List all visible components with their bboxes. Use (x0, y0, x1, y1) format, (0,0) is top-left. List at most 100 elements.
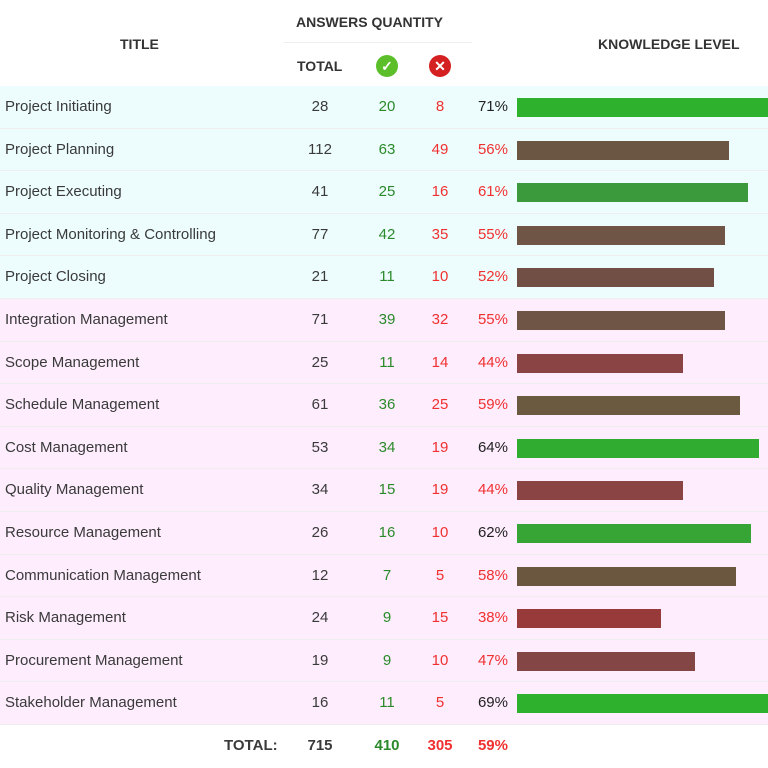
table-row: Risk Management 24 9 15 38% (0, 597, 768, 640)
row-wrong: 5 (435, 694, 445, 712)
row-total: 34 (311, 481, 329, 499)
row-total: 71 (311, 311, 329, 328)
answers-quantity-header: ANSWERS QUANTITY (296, 14, 443, 30)
row-total: 77 (311, 225, 329, 243)
cross-icon: ✕ (429, 55, 451, 77)
row-wrong: 16 (431, 183, 449, 201)
knowledge-bar (517, 396, 741, 416)
row-title: Risk Management (5, 609, 126, 627)
knowledge-bar (517, 609, 661, 629)
knowledge-bar (517, 694, 768, 714)
row-title: Project Executing (5, 183, 122, 201)
row-title: Project Closing (5, 268, 106, 286)
row-wrong: 10 (431, 651, 449, 669)
row-total: 25 (311, 353, 329, 371)
row-total: 24 (311, 609, 329, 627)
row-title: Procurement Management (5, 651, 183, 669)
row-wrong: 25 (431, 396, 449, 414)
table-row: Procurement Management 19 9 10 47% (0, 639, 768, 683)
row-correct: 9 (382, 609, 392, 627)
row-wrong: 10 (431, 524, 449, 541)
row-title: Integration Management (5, 311, 168, 328)
table-row: Schedule Management 61 36 25 59% (0, 384, 768, 427)
row-total: 16 (311, 694, 329, 712)
row-wrong: 49 (431, 140, 449, 158)
row-total: 61 (311, 396, 329, 414)
row-title: Resource Management (5, 524, 161, 541)
table-row: Communication Management 12 7 5 58% (0, 554, 768, 598)
row-percent: 44% (477, 481, 508, 499)
row-title: Project Monitoring & Controlling (5, 225, 216, 243)
row-percent: 58% (477, 566, 508, 584)
total-label: TOTAL: (224, 737, 278, 754)
table-row: Project Closing 21 11 10 52% (0, 256, 768, 299)
knowledge-bar (517, 98, 768, 117)
row-wrong: 8 (435, 98, 445, 115)
table-row: Project Executing 41 25 16 61% (0, 171, 768, 214)
row-title: Scope Management (5, 353, 140, 371)
row-wrong: 19 (431, 438, 449, 456)
row-percent: 62% (477, 524, 508, 541)
row-total: 12 (311, 566, 329, 584)
row-correct: 11 (379, 694, 395, 712)
row-percent: 64% (477, 438, 508, 456)
row-correct: 25 (378, 183, 396, 201)
table-row: Resource Management 26 16 10 62% (0, 512, 768, 555)
row-total: 21 (311, 268, 329, 286)
row-correct: 7 (382, 566, 392, 584)
table-row: Project Monitoring & Controlling 77 42 3… (0, 213, 768, 257)
knowledge-bar (517, 651, 695, 671)
row-correct: 15 (378, 481, 396, 499)
table-row: Cost Management 53 34 19 64% (0, 426, 768, 470)
knowledge-bar (517, 353, 684, 373)
row-percent: 44% (477, 353, 508, 371)
row-title: Project Planning (5, 140, 115, 158)
row-correct: 36 (378, 396, 396, 414)
wrong-sum: 305 (427, 737, 453, 754)
table-row: Scope Management 25 11 14 44% (0, 341, 768, 385)
knowledge-bar (517, 311, 725, 330)
table-row: Stakeholder Management 16 11 5 69% (0, 682, 768, 725)
row-title: Quality Management (5, 481, 144, 499)
row-correct: 63 (378, 140, 396, 158)
knowledge-bar (517, 183, 748, 203)
row-correct: 16 (378, 524, 396, 541)
row-title: Schedule Management (5, 396, 160, 414)
total-sum: 715 (307, 737, 333, 754)
table-row: Project Planning 112 63 49 56% (0, 128, 768, 172)
row-wrong: 10 (431, 268, 449, 286)
row-wrong: 5 (435, 566, 445, 584)
knowledge-bar (517, 268, 714, 288)
knowledge-bar (517, 524, 752, 543)
row-correct: 39 (378, 311, 396, 328)
correct-sum: 410 (374, 737, 400, 754)
row-total: 112 (308, 140, 332, 158)
row-wrong: 35 (431, 225, 449, 243)
knowledge-bar (517, 481, 684, 501)
row-percent: 56% (477, 140, 508, 158)
row-correct: 11 (379, 268, 395, 286)
row-correct: 9 (382, 651, 392, 669)
row-title: Stakeholder Management (5, 694, 177, 712)
row-total: 28 (311, 98, 329, 115)
row-correct: 42 (378, 225, 396, 243)
knowledge-level-header: KNOWLEDGE LEVEL (598, 36, 740, 52)
knowledge-bar (517, 140, 729, 160)
header-divider (284, 42, 472, 43)
total-header: TOTAL (297, 58, 343, 74)
row-percent: 55% (477, 225, 508, 243)
total-row: TOTAL: 715 410 305 59% (0, 725, 768, 768)
row-percent: 69% (477, 694, 508, 712)
row-title: Cost Management (5, 438, 128, 456)
row-wrong: 15 (431, 609, 449, 627)
row-percent: 47% (477, 651, 508, 669)
pct-total: 59% (477, 737, 508, 754)
row-title: Project Initiating (5, 98, 112, 115)
row-total: 53 (311, 438, 329, 456)
row-percent: 59% (477, 396, 508, 414)
row-correct: 11 (379, 353, 395, 371)
row-wrong: 14 (431, 353, 449, 371)
table-row: Integration Management 71 39 32 55% (0, 299, 768, 342)
row-correct: 34 (378, 438, 396, 456)
check-icon: ✓ (376, 55, 398, 77)
